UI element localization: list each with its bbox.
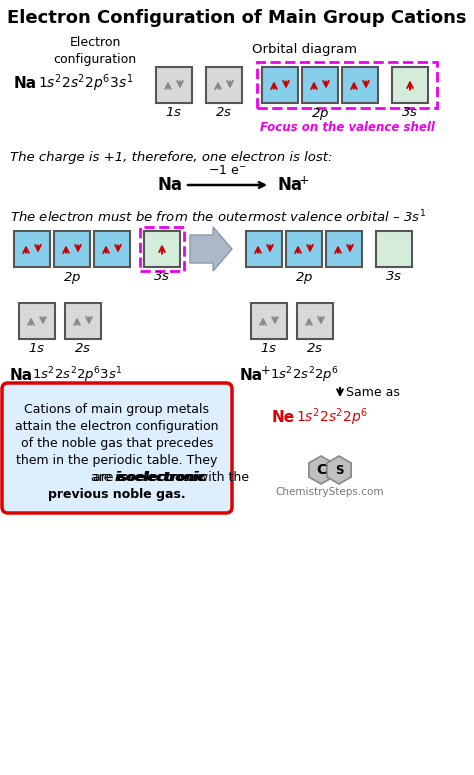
Bar — [144, 231, 180, 267]
Text: 1$s^2$2$s^2$2$p^6$3$s^1$: 1$s^2$2$s^2$2$p^6$3$s^1$ — [32, 365, 123, 385]
Bar — [65, 303, 101, 339]
Bar — [297, 303, 333, 339]
Bar — [326, 231, 362, 267]
Bar — [94, 231, 130, 267]
Bar — [246, 231, 282, 267]
Text: 3$s$: 3$s$ — [401, 106, 419, 119]
Text: 1$s$: 1$s$ — [165, 106, 182, 119]
Text: attain the electron configuration: attain the electron configuration — [15, 420, 219, 433]
Text: 2$s$: 2$s$ — [216, 106, 233, 119]
Text: 2$p$: 2$p$ — [63, 270, 81, 286]
Bar — [342, 67, 378, 103]
Text: isoelectronic: isoelectronic — [115, 471, 205, 484]
Text: Na: Na — [14, 75, 37, 91]
Text: Same as: Same as — [346, 387, 400, 399]
Bar — [206, 67, 242, 103]
Text: S: S — [335, 463, 343, 477]
Bar — [14, 231, 50, 267]
Bar — [257, 62, 437, 108]
Text: Na: Na — [240, 367, 263, 383]
Polygon shape — [327, 456, 351, 484]
Text: 3$s$: 3$s$ — [154, 270, 171, 283]
Text: them in the periodic table. They: them in the periodic table. They — [16, 454, 218, 467]
Text: Na: Na — [10, 367, 33, 383]
Bar — [140, 227, 184, 271]
Polygon shape — [309, 456, 333, 484]
Text: ChemistrySteps.com: ChemistrySteps.com — [276, 487, 384, 497]
Text: Na: Na — [158, 176, 183, 194]
Text: 2$s$: 2$s$ — [307, 342, 324, 355]
Text: are: are — [92, 471, 117, 484]
Text: The charge is +1, therefore, one electron is lost:: The charge is +1, therefore, one electro… — [10, 150, 332, 164]
Text: isoelectronic: isoelectronic — [117, 471, 207, 484]
Text: are: are — [91, 471, 115, 484]
Text: with the: with the — [194, 471, 249, 484]
Text: Electron
configuration: Electron configuration — [54, 36, 137, 67]
Text: previous noble gas.: previous noble gas. — [48, 488, 186, 501]
Bar — [376, 231, 412, 267]
Text: $-$1 e$^{-}$: $-$1 e$^{-}$ — [208, 164, 246, 177]
Bar — [262, 67, 298, 103]
Bar — [392, 67, 428, 103]
Text: Electron Configuration of Main Group Cations: Electron Configuration of Main Group Cat… — [7, 9, 467, 27]
Text: 1$s$: 1$s$ — [261, 342, 278, 355]
Text: Focus on the valence shell: Focus on the valence shell — [260, 121, 435, 134]
Bar — [302, 67, 338, 103]
Text: 2$s$: 2$s$ — [74, 342, 91, 355]
Text: 2$p$: 2$p$ — [295, 270, 313, 286]
Text: of the noble gas that precedes: of the noble gas that precedes — [21, 437, 213, 450]
Text: Na: Na — [278, 176, 303, 194]
Text: +: + — [261, 363, 271, 377]
Text: C: C — [316, 463, 326, 477]
Text: 1$s^2$2$s^2$2$p^6$: 1$s^2$2$s^2$2$p^6$ — [296, 406, 368, 428]
Bar — [19, 303, 55, 339]
Text: Orbital diagram: Orbital diagram — [253, 43, 357, 57]
Text: 3$s$: 3$s$ — [385, 270, 402, 283]
Text: 1$s^2$2$s^2$2$p^6$3$s^1$: 1$s^2$2$s^2$2$p^6$3$s^1$ — [38, 72, 133, 94]
Text: 1$s^2$2$s^2$2$p^6$: 1$s^2$2$s^2$2$p^6$ — [270, 365, 339, 385]
Text: The electron must be from the outermost valence orbital – 3$s^1$: The electron must be from the outermost … — [10, 208, 426, 226]
Text: 2$p$: 2$p$ — [311, 106, 329, 122]
Bar — [286, 231, 322, 267]
Text: Ne: Ne — [272, 409, 295, 425]
FancyBboxPatch shape — [2, 383, 232, 513]
Bar — [156, 67, 192, 103]
Text: 1$s$: 1$s$ — [28, 342, 46, 355]
Text: Cations of main group metals: Cations of main group metals — [25, 403, 210, 416]
Text: +: + — [299, 174, 310, 187]
Bar — [54, 231, 90, 267]
Polygon shape — [190, 227, 232, 271]
Bar — [251, 303, 287, 339]
